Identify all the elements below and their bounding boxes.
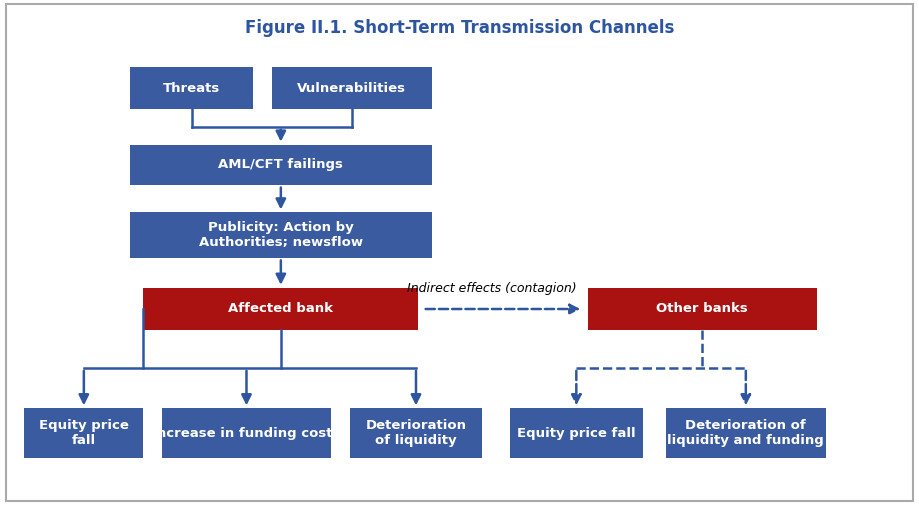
- FancyBboxPatch shape: [130, 212, 432, 258]
- Text: Increase in funding costs: Increase in funding costs: [153, 427, 341, 440]
- FancyBboxPatch shape: [143, 288, 418, 330]
- Text: AML/CFT failings: AML/CFT failings: [219, 158, 344, 171]
- FancyBboxPatch shape: [349, 408, 482, 459]
- Text: Publicity: Action by
Authorities; newsflow: Publicity: Action by Authorities; newsfl…: [199, 221, 363, 249]
- Text: Deterioration
of liquidity: Deterioration of liquidity: [366, 419, 467, 447]
- FancyBboxPatch shape: [510, 408, 642, 459]
- Text: Equity price fall: Equity price fall: [517, 427, 636, 440]
- Text: Equity price
fall: Equity price fall: [39, 419, 129, 447]
- FancyBboxPatch shape: [24, 408, 143, 459]
- Text: Other banks: Other banks: [656, 302, 748, 316]
- Text: Threats: Threats: [163, 81, 221, 94]
- FancyBboxPatch shape: [6, 4, 913, 501]
- Text: Vulnerabilities: Vulnerabilities: [298, 81, 406, 94]
- Text: Affected bank: Affected bank: [228, 302, 334, 316]
- Text: Deterioration of
liquidity and funding: Deterioration of liquidity and funding: [667, 419, 824, 447]
- FancyBboxPatch shape: [665, 408, 826, 459]
- FancyBboxPatch shape: [272, 67, 432, 110]
- FancyBboxPatch shape: [130, 67, 254, 110]
- FancyBboxPatch shape: [162, 408, 331, 459]
- Text: Indirect effects (contagion): Indirect effects (contagion): [407, 282, 576, 295]
- Text: Figure II.1. Short-Term Transmission Channels: Figure II.1. Short-Term Transmission Cha…: [244, 19, 675, 37]
- FancyBboxPatch shape: [588, 288, 817, 330]
- FancyBboxPatch shape: [130, 144, 432, 185]
